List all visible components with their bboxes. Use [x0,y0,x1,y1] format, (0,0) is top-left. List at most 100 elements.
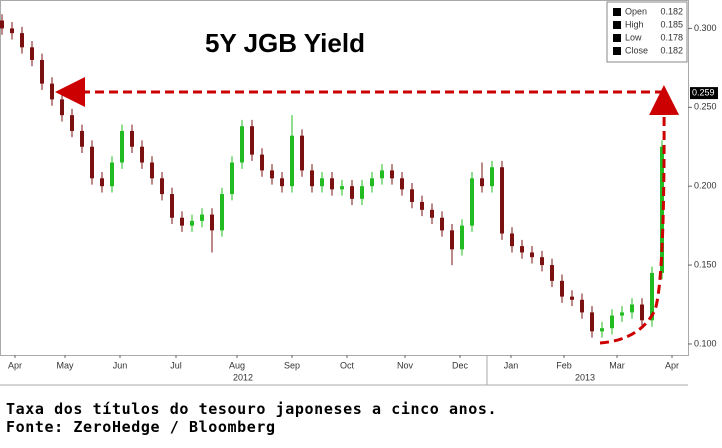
last-price-tag [690,87,718,100]
candle-body [360,186,364,199]
candle-body [660,146,664,273]
x-tick-label: Feb [556,360,572,370]
candle-body [400,178,404,190]
candle-body [590,312,594,332]
x-tick-label: Sep [284,360,300,370]
x-tick-label: May [56,360,74,370]
candle-body [480,178,484,187]
candle-body [330,178,334,190]
candle-body [300,135,304,171]
candle-body [370,178,374,187]
candle-body [30,47,34,60]
info-swatch [613,21,621,29]
x-tick-label: Oct [340,360,355,370]
info-label: High [625,19,644,29]
x-tick-label: Jul [170,360,182,370]
y-tick-label: 0.250 [694,102,717,112]
candle-body [200,214,204,221]
annotation-curve [599,85,680,345]
candle-body [90,146,94,179]
candle-body [170,194,174,218]
chart: 5Y JGB Yield 0.100 0.150 0.200 0.250 0.300 Ap… [0,0,718,386]
candle-body [470,178,474,226]
caption-line: Fonte: ZeroHedge / Bloomberg [6,418,276,436]
y-tick-label: 0.200 [694,181,717,191]
year-label: 2012 [233,372,253,382]
candle-body [610,315,614,329]
x-tick-label: Aug [229,360,245,370]
candle-body [220,194,224,231]
candle-body [20,33,24,48]
candle-body [270,170,274,179]
x-tick-label: Dec [452,360,469,370]
y-tick-label: 0.100 [694,338,717,348]
caption-line: Taxa dos títulos do tesouro japoneses a … [6,400,498,418]
candle-body [420,201,424,210]
info-value: 0.178 [660,32,683,42]
plot-frame [0,0,689,356]
candle-body [500,167,504,234]
candle-body [150,162,154,179]
info-value: 0.182 [660,45,683,55]
candle-body [110,162,114,187]
candle-body [320,178,324,187]
info-label: Open [625,6,647,16]
candle-body [600,328,604,332]
candle-body [440,217,444,231]
candle-body [290,135,294,187]
candle-body [40,59,44,84]
candle-body [50,83,54,100]
candle-body [380,170,384,179]
info-label: Close [625,45,648,55]
candle-body [80,130,84,147]
candle-body [100,178,104,187]
candle-body [130,130,134,147]
last-price-label: 0.259 [692,87,715,97]
x-tick-label: Apr [8,360,22,370]
candle-body [180,217,184,226]
candle-body [250,126,254,155]
info-swatch [613,8,621,16]
candle-body [580,299,584,313]
candle-body [410,189,414,202]
candle-body [620,312,624,316]
y-tick-label: 0.150 [694,259,717,269]
candle-body [570,296,574,300]
candle-body [230,162,234,195]
candle-body [560,280,564,297]
candle-body [450,230,454,250]
x-tick-label: Mar [609,360,625,370]
candle-body [460,225,464,250]
candle-body [390,170,394,179]
candle-body [490,167,494,187]
candle-body [310,170,314,187]
candle-body [350,186,354,199]
candle-body [640,304,644,321]
chart-title: 5Y JGB Yield [205,28,365,58]
info-value: 0.185 [660,19,683,29]
candle-body [510,233,514,247]
candle-body [340,186,344,190]
candle-body [240,126,244,163]
candle-body [630,304,634,313]
candle-body [210,214,214,231]
candle-body [550,265,554,281]
candle-body [530,252,534,258]
candle-body [540,257,544,266]
candle-body [520,246,524,253]
candle-body [430,209,434,218]
candle-body [650,272,654,321]
year-label: 2013 [575,372,595,382]
x-tick-label: Nov [397,360,414,370]
candle-body [10,28,14,34]
candle-body [140,146,144,163]
info-label: Low [625,32,642,42]
info-swatch [613,47,621,55]
candle-body [260,154,264,171]
candle-body [70,115,74,131]
candle-body [0,20,4,29]
x-tick-label: Apr [665,360,679,370]
x-tick-label: Jan [504,360,519,370]
candle-body [280,178,284,187]
